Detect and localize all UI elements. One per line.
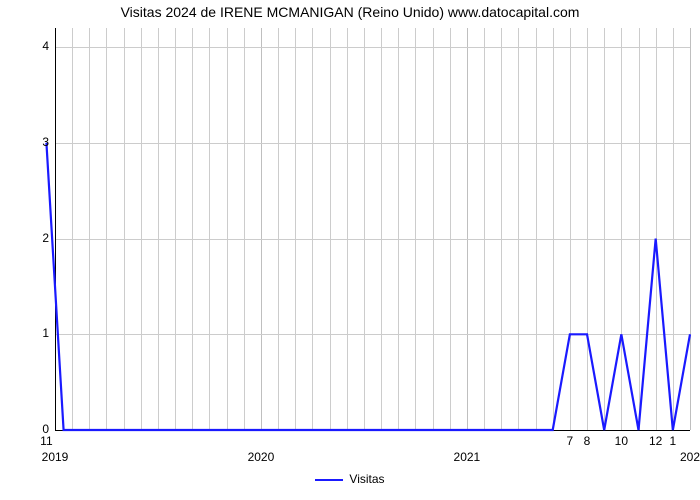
x-sub-tick-label: 7 [567,434,574,448]
chart-title: Visitas 2024 de IRENE MCMANIGAN (Reino U… [0,4,700,20]
legend: Visitas [0,472,700,486]
y-tick-label: 2 [9,231,49,245]
x-tick-label: 2019 [42,450,69,464]
legend-label: Visitas [349,472,384,486]
x-sub-tick-label: 8 [584,434,591,448]
x-sub-tick-label: 11 [40,434,52,448]
y-tick-label: 4 [9,39,49,53]
plot-area [55,28,690,430]
gridline-v [690,28,691,430]
x-tick-label: 2020 [248,450,275,464]
x-tick-label: 2021 [454,450,481,464]
series-line [55,28,690,430]
y-tick-label: 3 [9,135,49,149]
x-sub-tick-label: 12 [649,434,662,448]
legend-swatch [315,479,343,481]
chart-container: Visitas 2024 de IRENE MCMANIGAN (Reino U… [0,0,700,500]
x-sub-tick-label: 10 [615,434,628,448]
x-tick-label: 202 [680,450,700,464]
x-sub-tick-label: 1 [669,434,676,448]
y-tick-label: 1 [9,326,49,340]
